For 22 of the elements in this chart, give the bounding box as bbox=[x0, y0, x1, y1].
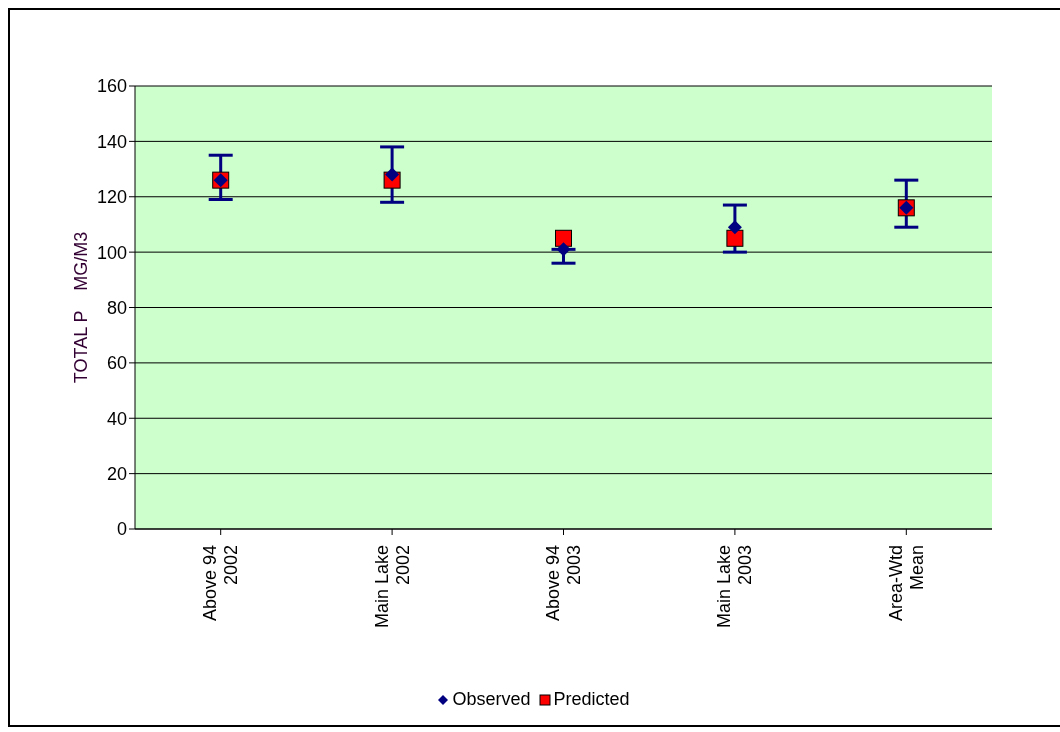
legend-label: Observed bbox=[452, 689, 531, 710]
y-tick-label: 140 bbox=[96, 131, 127, 152]
y-tick-label: 160 bbox=[96, 76, 127, 97]
point bbox=[726, 229, 744, 247]
point bbox=[727, 220, 742, 235]
x-tick-label: Above 94 2002 bbox=[200, 545, 242, 622]
point bbox=[555, 229, 572, 247]
x-tick-label: Area-Wtd Mean bbox=[885, 545, 927, 622]
y-tick-label: 80 bbox=[106, 297, 127, 318]
y-tick-label: 100 bbox=[96, 242, 127, 263]
legend-label: Predicted bbox=[553, 689, 630, 710]
y-tick-label: 0 bbox=[116, 519, 127, 540]
y-tick-label: 120 bbox=[96, 187, 127, 208]
y-tick-label: 60 bbox=[106, 353, 127, 374]
y-axis-title: TOTAL P MG/M3 bbox=[71, 231, 91, 384]
y-tick-label: 40 bbox=[106, 408, 127, 429]
point bbox=[385, 167, 400, 182]
x-tick-label: Main Lake 2002 bbox=[371, 545, 413, 629]
x-tick-label: Above 94 2003 bbox=[543, 545, 584, 622]
point bbox=[556, 242, 571, 257]
y-tick-label: 20 bbox=[106, 464, 127, 485]
x-tick-label: Main Lake 2003 bbox=[714, 545, 756, 629]
